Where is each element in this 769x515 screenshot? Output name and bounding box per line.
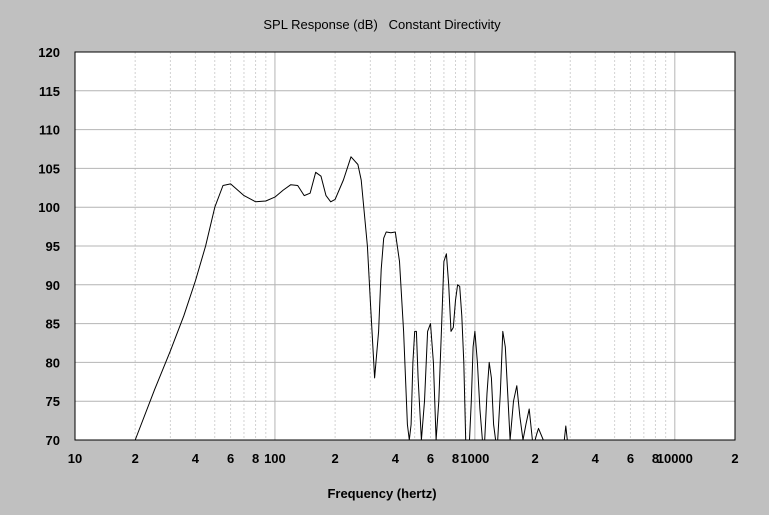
y-tick-label: 110	[39, 123, 60, 138]
series-layer	[134, 156, 735, 441]
x-tick-label: 2	[731, 451, 738, 466]
x-tick-label: 4	[592, 451, 600, 466]
x-tick-label: 2	[531, 451, 538, 466]
y-tick-label: 80	[46, 355, 60, 370]
y-tick-label: 90	[46, 278, 60, 293]
grid-lines	[75, 52, 735, 440]
y-tick-label: 85	[46, 317, 60, 332]
y-tick-label: 75	[46, 394, 60, 409]
y-tick-label: 105	[38, 161, 60, 176]
x-tick-label: 2	[332, 451, 339, 466]
x-tick-label: 10000	[657, 451, 693, 466]
x-tick-label: 100	[264, 451, 286, 466]
chart-title: SPL Response (dB) Constant Directivity	[263, 17, 501, 32]
x-axis-label: Frequency (hertz)	[327, 486, 436, 501]
y-tick-label: 100	[38, 200, 60, 215]
x-tick-label: 6	[227, 451, 234, 466]
y-tick-label: 70	[46, 433, 60, 448]
plot-border	[74, 51, 736, 441]
spl-series-line	[134, 156, 735, 441]
y-tick-label: 95	[46, 239, 60, 254]
x-tick-label: 4	[192, 451, 200, 466]
y-tick-label: 115	[39, 84, 60, 99]
x-tick-label: 8	[652, 451, 659, 466]
x-tick-label: 6	[627, 451, 634, 466]
x-tick-label: 1000	[460, 451, 489, 466]
x-tick-label: 4	[392, 451, 400, 466]
y-tick-label: 120	[38, 45, 60, 60]
x-tick-label: 10	[68, 451, 82, 466]
x-tick-label: 2	[132, 451, 139, 466]
x-tick-label: 6	[427, 451, 434, 466]
y-axis: 70 75 80 85 90 95 100 105 110 115 120	[38, 45, 60, 448]
x-tick-label: 8	[452, 451, 459, 466]
x-tick-label: 8	[252, 451, 259, 466]
